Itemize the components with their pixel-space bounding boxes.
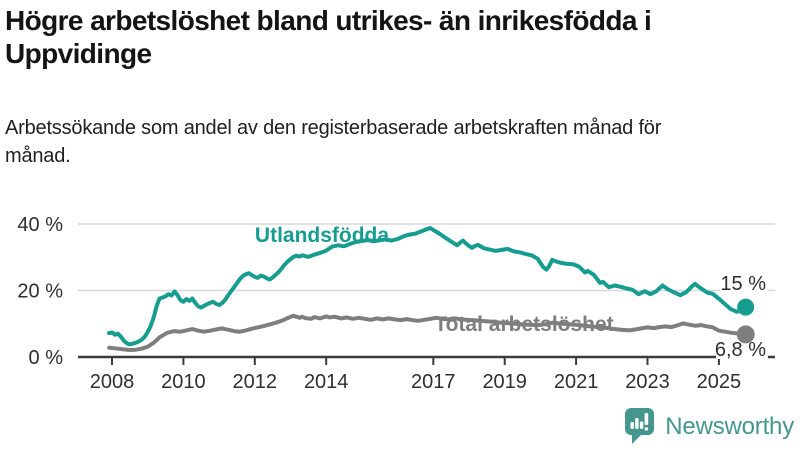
total-end-value-label: 6,8 %: [715, 339, 766, 361]
foreign-series-label: Utlandsfödda: [255, 224, 389, 247]
y-tick-label: 20 %: [17, 281, 63, 303]
foreign-born-line: [107, 226, 748, 347]
x-tick-label: 2023: [625, 371, 670, 393]
x-tick-label: 2017: [411, 371, 456, 393]
end-label-mask: [716, 341, 768, 359]
headline: Högre arbetslöshet bland utrikes- än inr…: [5, 5, 652, 69]
total-series-label: Total arbetslöshet: [434, 313, 613, 336]
newsworthy-wordmark: Newsworthy: [665, 412, 794, 440]
foreign-end-value-label: 15 %: [720, 273, 766, 295]
x-tick-label: 2019: [482, 371, 527, 393]
end-label-mask: [720, 275, 768, 292]
x-tick-label: 2010: [161, 371, 206, 393]
y-tick-label: 0 %: [29, 347, 64, 369]
subtitle: Arbetssökande som andel av den registerb…: [5, 117, 662, 167]
x-tick-label: 2025: [697, 371, 742, 393]
x-tick-label: 2021: [554, 371, 599, 393]
x-axis-layer: 2008 2010 2012 2014 2017 2019 2021 2023 2025: [90, 357, 741, 393]
total-end-dot: [736, 325, 755, 344]
y-tick-label: 40 %: [17, 214, 63, 236]
foreign-end-dot: [737, 298, 755, 316]
x-tick-label: 2012: [233, 371, 278, 393]
newsworthy-logo: Newsworthy: [624, 407, 794, 446]
x-tick-label: 2014: [304, 371, 349, 393]
newsworthy-icon: [625, 408, 655, 444]
total-unemployment-line: [107, 313, 748, 352]
x-tick-label: 2008: [90, 371, 135, 393]
